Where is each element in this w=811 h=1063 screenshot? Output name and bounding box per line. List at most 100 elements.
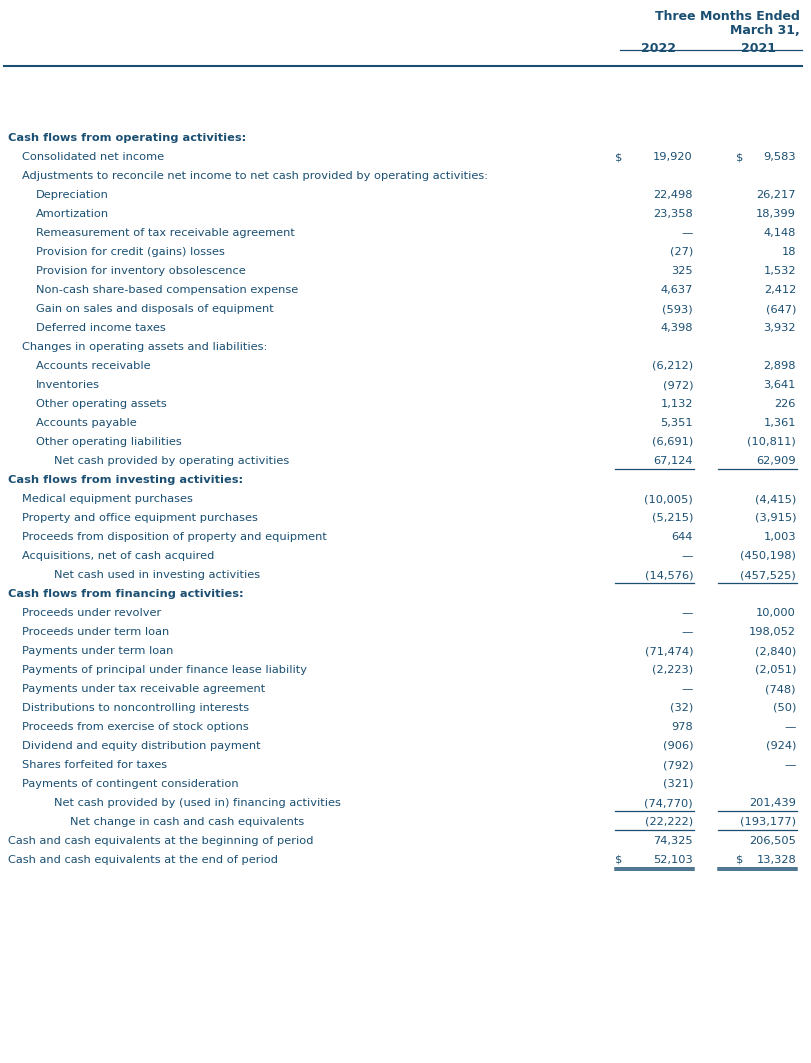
Text: 74,325: 74,325 — [654, 836, 693, 846]
Text: 201,439: 201,439 — [749, 798, 796, 808]
Text: Deferred income taxes: Deferred income taxes — [36, 323, 165, 333]
Text: 67,124: 67,124 — [654, 456, 693, 466]
Text: Proceeds from disposition of property and equipment: Proceeds from disposition of property an… — [22, 532, 327, 542]
Text: (4,415): (4,415) — [755, 494, 796, 504]
Text: 9,583: 9,583 — [763, 152, 796, 162]
Text: —: — — [681, 227, 693, 238]
Text: (748): (748) — [766, 684, 796, 694]
Text: (6,212): (6,212) — [652, 361, 693, 371]
Text: (457,525): (457,525) — [740, 570, 796, 580]
Text: Net cash provided by (used in) financing activities: Net cash provided by (used in) financing… — [54, 798, 341, 808]
Text: Payments of principal under finance lease liability: Payments of principal under finance leas… — [22, 665, 307, 675]
Text: 325: 325 — [672, 266, 693, 276]
Text: Changes in operating assets and liabilities:: Changes in operating assets and liabilit… — [22, 342, 268, 352]
Text: —: — — [784, 722, 796, 732]
Text: $: $ — [736, 855, 744, 865]
Text: Gain on sales and disposals of equipment: Gain on sales and disposals of equipment — [36, 304, 274, 314]
Text: Proceeds from exercise of stock options: Proceeds from exercise of stock options — [22, 722, 249, 732]
Text: 2,412: 2,412 — [764, 285, 796, 296]
Text: 2022: 2022 — [641, 43, 676, 55]
Text: Accounts receivable: Accounts receivable — [36, 361, 151, 371]
Text: Acquisitions, net of cash acquired: Acquisitions, net of cash acquired — [22, 551, 214, 561]
Text: (450,198): (450,198) — [740, 551, 796, 561]
Text: —: — — [784, 760, 796, 770]
Text: (32): (32) — [670, 703, 693, 713]
Text: (10,005): (10,005) — [644, 494, 693, 504]
Text: 2021: 2021 — [740, 43, 775, 55]
Text: 18: 18 — [782, 247, 796, 257]
Text: (972): (972) — [663, 379, 693, 390]
Text: $: $ — [615, 152, 622, 162]
Text: Cash flows from investing activities:: Cash flows from investing activities: — [8, 475, 243, 485]
Text: 4,148: 4,148 — [764, 227, 796, 238]
Text: Consolidated net income: Consolidated net income — [22, 152, 164, 162]
Text: 1,132: 1,132 — [660, 399, 693, 409]
Text: Cash and cash equivalents at the end of period: Cash and cash equivalents at the end of … — [8, 855, 278, 865]
Text: (193,177): (193,177) — [740, 817, 796, 827]
Text: $: $ — [615, 855, 622, 865]
Text: Accounts payable: Accounts payable — [36, 418, 137, 428]
Text: (924): (924) — [766, 741, 796, 750]
Text: 2,898: 2,898 — [763, 361, 796, 371]
Text: —: — — [681, 551, 693, 561]
Text: (647): (647) — [766, 304, 796, 314]
Text: Shares forfeited for taxes: Shares forfeited for taxes — [22, 760, 167, 770]
Text: Net change in cash and cash equivalents: Net change in cash and cash equivalents — [70, 817, 304, 827]
Text: (593): (593) — [663, 304, 693, 314]
Text: (3,915): (3,915) — [754, 513, 796, 523]
Text: (906): (906) — [663, 741, 693, 750]
Text: 19,920: 19,920 — [653, 152, 693, 162]
Text: 978: 978 — [672, 722, 693, 732]
Text: March 31,: March 31, — [730, 24, 800, 37]
Text: Payments of contingent consideration: Payments of contingent consideration — [22, 779, 238, 789]
Text: 18,399: 18,399 — [756, 209, 796, 219]
Text: 22,498: 22,498 — [654, 190, 693, 200]
Text: Other operating assets: Other operating assets — [36, 399, 167, 409]
Text: 13,328: 13,328 — [756, 855, 796, 865]
Text: 23,358: 23,358 — [653, 209, 693, 219]
Text: 198,052: 198,052 — [749, 627, 796, 637]
Text: (14,576): (14,576) — [645, 570, 693, 580]
Text: (792): (792) — [663, 760, 693, 770]
Text: Net cash used in investing activities: Net cash used in investing activities — [54, 570, 260, 580]
Text: 4,637: 4,637 — [661, 285, 693, 296]
Text: (50): (50) — [773, 703, 796, 713]
Text: 4,398: 4,398 — [660, 323, 693, 333]
Text: Proceeds under revolver: Proceeds under revolver — [22, 608, 161, 618]
Text: —: — — [681, 608, 693, 618]
Text: Provision for credit (gains) losses: Provision for credit (gains) losses — [36, 247, 225, 257]
Text: 226: 226 — [775, 399, 796, 409]
Text: 3,641: 3,641 — [764, 379, 796, 390]
Text: (74,770): (74,770) — [645, 798, 693, 808]
Text: 1,003: 1,003 — [763, 532, 796, 542]
Text: —: — — [681, 684, 693, 694]
Text: (10,811): (10,811) — [747, 437, 796, 448]
Text: Three Months Ended: Three Months Ended — [655, 10, 800, 23]
Text: Depreciation: Depreciation — [36, 190, 109, 200]
Text: (2,223): (2,223) — [652, 665, 693, 675]
Text: Adjustments to reconcile net income to net cash provided by operating activities: Adjustments to reconcile net income to n… — [22, 171, 488, 181]
Text: Medical equipment purchases: Medical equipment purchases — [22, 494, 193, 504]
Text: Inventories: Inventories — [36, 379, 100, 390]
Text: Property and office equipment purchases: Property and office equipment purchases — [22, 513, 258, 523]
Text: Provision for inventory obsolescence: Provision for inventory obsolescence — [36, 266, 246, 276]
Text: $: $ — [736, 152, 744, 162]
Text: Other operating liabilities: Other operating liabilities — [36, 437, 182, 448]
Text: Proceeds under term loan: Proceeds under term loan — [22, 627, 169, 637]
Text: Amortization: Amortization — [36, 209, 109, 219]
Text: Distributions to noncontrolling interests: Distributions to noncontrolling interest… — [22, 703, 249, 713]
Text: 10,000: 10,000 — [756, 608, 796, 618]
Text: 206,505: 206,505 — [749, 836, 796, 846]
Text: Payments under tax receivable agreement: Payments under tax receivable agreement — [22, 684, 265, 694]
Text: (2,840): (2,840) — [755, 646, 796, 656]
Text: (321): (321) — [663, 779, 693, 789]
Text: (22,222): (22,222) — [645, 817, 693, 827]
Text: 3,932: 3,932 — [763, 323, 796, 333]
Text: (6,691): (6,691) — [652, 437, 693, 448]
Text: 1,361: 1,361 — [763, 418, 796, 428]
Text: Remeasurement of tax receivable agreement: Remeasurement of tax receivable agreemen… — [36, 227, 295, 238]
Text: (2,051): (2,051) — [754, 665, 796, 675]
Text: Cash flows from operating activities:: Cash flows from operating activities: — [8, 133, 247, 144]
Text: Non-cash share-based compensation expense: Non-cash share-based compensation expens… — [36, 285, 298, 296]
Text: 644: 644 — [672, 532, 693, 542]
